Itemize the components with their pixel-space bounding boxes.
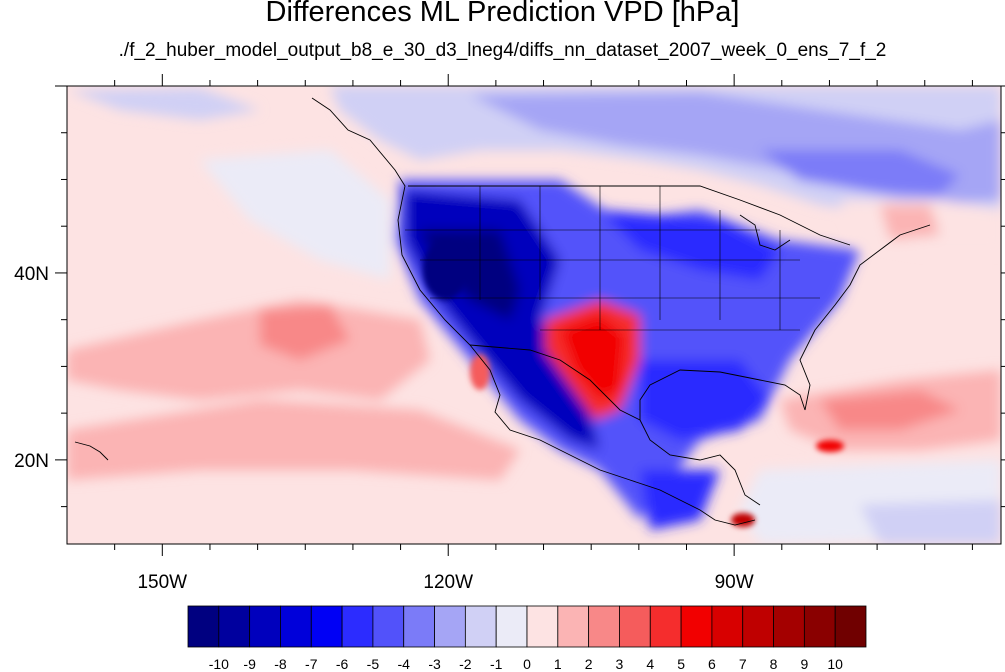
colorbar-level-label: -1 (490, 656, 503, 672)
colorbar-swatch (773, 605, 805, 648)
colorbar-level-label: 2 (585, 656, 593, 672)
us-canada-border (408, 185, 851, 246)
region-new-england-core (880, 205, 940, 240)
colorbar-level-label: 8 (770, 656, 778, 672)
colorbar-level-label: 5 (677, 656, 685, 672)
map-tick-labels: 150W 120W 90W 40N 20N (14, 264, 754, 593)
colorbar-level-label: -6 (336, 656, 349, 672)
region-texas-core (560, 315, 625, 400)
colorbar-swatch (249, 605, 281, 648)
region-caribbean-blue (860, 500, 1001, 544)
anomaly-field (67, 86, 1001, 544)
colorbar-level-label: -4 (398, 656, 411, 672)
region-pacific-core (260, 305, 350, 360)
coastlines (74, 97, 931, 526)
map-subtitle: ./f_2_huber_model_output_b8_e_30_d3_lneg… (118, 40, 887, 61)
colorbar-labels: -10 -9 -8 -7 -6 -5 -4 -3 -2 -1 0 1 2 3 4 5 6 7 8 9 10 (209, 656, 843, 672)
colorbar-level-label: 1 (554, 656, 562, 672)
colorbar-level-label: 6 (708, 656, 716, 672)
colorbar-level-label: -2 (459, 656, 472, 672)
state-meridians (479, 186, 781, 330)
colorbar-swatch (526, 605, 559, 648)
colorbar-level-label: 7 (739, 656, 747, 672)
colorbar-swatch (310, 605, 343, 648)
atlantic-coastline (799, 224, 931, 411)
spot-caribbean-red (816, 440, 844, 452)
x-tick-label: 120W (423, 572, 473, 593)
colorbar-swatch (495, 605, 528, 648)
colorbar-swatch (557, 605, 590, 648)
us-mexico-border (469, 344, 641, 421)
y-tick-label: 20N (14, 451, 49, 472)
region-canada-dark (760, 150, 960, 195)
colorbar-swatch (403, 605, 435, 648)
colorbar-level-label: -9 (243, 656, 256, 672)
state-parallels (405, 229, 820, 331)
colorbar-swatch (680, 605, 713, 648)
colorbar-swatch (803, 605, 836, 648)
colorbar-level-label: 3 (616, 656, 624, 672)
colorbar-level-label: -5 (367, 656, 380, 672)
spot-baja-red (470, 354, 490, 390)
colorbar-swatch (218, 605, 251, 648)
colorbar-level-label: -7 (305, 656, 318, 672)
region-plains-blue (600, 210, 780, 280)
colorbar-swatch (834, 605, 867, 648)
colorbar (187, 605, 867, 648)
colorbar-swatch (464, 605, 497, 648)
region-gulf-blue (640, 360, 770, 440)
pacific-coastline (311, 97, 756, 526)
region-tropical-band (67, 400, 520, 480)
map-title: Differences ML Prediction VPD [hPa] (265, 0, 740, 28)
colorbar-level-label: -8 (274, 656, 287, 672)
colorbar-swatch (187, 605, 220, 648)
colorbar-swatch (649, 605, 682, 648)
x-tick-label: 150W (137, 572, 187, 593)
spot-central-america-red (731, 513, 755, 527)
colorbar-level-label: 0 (523, 656, 531, 672)
y-tick-label: 40N (14, 264, 49, 285)
x-tick-label: 90W (715, 572, 754, 593)
colorbar-level-label: -3 (428, 656, 441, 672)
map-ticks (55, 74, 1005, 556)
colorbar-swatch (434, 605, 466, 648)
colorbar-level-label: -10 (209, 656, 229, 672)
colorbar-level-label: 9 (800, 656, 808, 672)
state-lines (405, 186, 820, 331)
colorbar-level-label: 10 (827, 656, 843, 672)
colorbar-swatch (280, 605, 312, 648)
colorbar-level-label: 4 (646, 656, 654, 672)
region-pacific-neutral (200, 150, 390, 280)
colorbar-swatch (619, 605, 651, 648)
spot-great-basin-core (423, 240, 467, 300)
gulf-coastline (639, 369, 806, 506)
region-atlantic-core (820, 390, 960, 430)
region-alaska (68, 88, 260, 120)
hawaii-islands (74, 441, 109, 461)
colorbar-swatch (588, 605, 620, 648)
colorbar-swatch (372, 605, 405, 648)
colorbar-swatch (341, 605, 374, 648)
map-frame (66, 85, 1002, 545)
colorbar-swatch (711, 605, 744, 648)
colorbar-swatch (742, 605, 774, 648)
